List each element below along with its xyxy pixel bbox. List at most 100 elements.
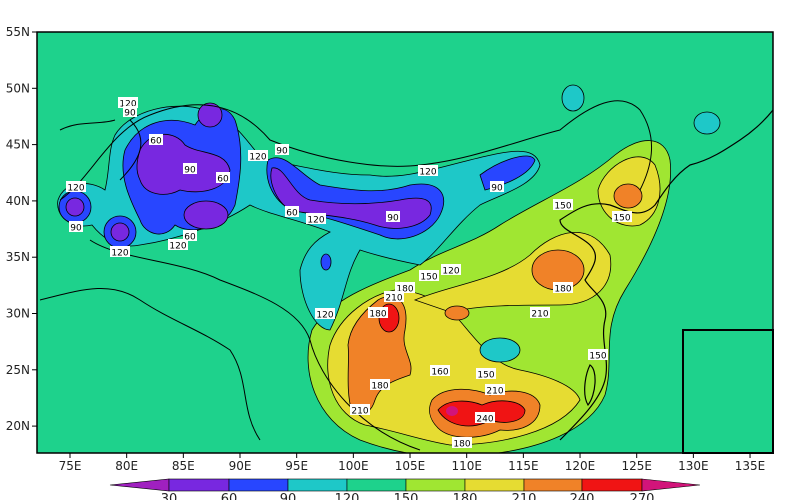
contour-label: 120 [249, 153, 266, 163]
contour-label: 210 [531, 310, 548, 320]
contour-label-bg [530, 307, 550, 318]
colorbar-segment [405, 478, 466, 492]
contour-label: 210 [351, 407, 368, 417]
colorbar-segment [287, 478, 348, 492]
contour-label-bg [370, 379, 390, 390]
contour-label: 180 [371, 382, 388, 392]
colorbar-label: 120 [335, 492, 360, 500]
contour-label: 90 [70, 224, 82, 234]
colorbar-arrow-low [109, 478, 170, 492]
lon-tick-label: 135E [735, 459, 766, 473]
contour-label-bg [350, 404, 370, 415]
lon-tick-label: 125E [621, 459, 652, 473]
contour-label-bg [123, 106, 137, 117]
contour-label-bg [69, 221, 83, 232]
contour-label: 120 [316, 311, 333, 321]
contour-label-bg [553, 199, 573, 210]
lon-tick-label: 120E [565, 459, 596, 473]
border [39, 119, 261, 441]
contour-label: 150 [477, 371, 494, 381]
contour-label: 160 [431, 368, 448, 378]
contour-label-bg [395, 282, 415, 293]
contour-label: 180 [453, 440, 470, 450]
contour-30-60 [183, 200, 229, 230]
contour-label-bg [490, 181, 504, 192]
contour-gt270 [446, 406, 458, 416]
lon-tick-label: 100E [338, 459, 369, 473]
contour-label: 240 [476, 415, 493, 425]
lon-tick-label: 95E [285, 459, 308, 473]
contour-label-bg [285, 206, 299, 217]
lon-tick-label: 75E [59, 459, 82, 473]
contour-label: 150 [554, 202, 571, 212]
contour-label-bg [149, 134, 163, 145]
contour-label-bg [452, 437, 472, 448]
contour-label-bg [183, 230, 197, 241]
contour-label-bg [275, 144, 289, 155]
lon-tick-label: 110E [451, 459, 482, 473]
inset-frame [682, 329, 774, 454]
map-frame [36, 31, 774, 454]
contour-30-60 [65, 197, 85, 217]
contour-label: 60 [184, 233, 196, 243]
colorbar-label: 240 [570, 492, 595, 500]
contour-210-240 [444, 305, 470, 321]
colorbar-label: 30 [161, 492, 178, 500]
contour-label: 180 [396, 285, 413, 295]
contour-90-120 [693, 111, 721, 135]
contour-90-120 [479, 337, 521, 363]
contour-label: 60 [286, 209, 298, 219]
lon-tick-label: 85E [172, 459, 195, 473]
colorbar-arrow-high [641, 478, 701, 492]
contour-label-bg [485, 384, 505, 395]
contour-label-bg [248, 150, 268, 161]
contour-label-bg [168, 239, 188, 250]
contour-label-bg [368, 307, 388, 318]
contour-label-bg [183, 163, 197, 174]
contour-label-bg [386, 211, 400, 222]
contour-label-bg [441, 264, 461, 275]
contour-label: 120 [67, 184, 84, 194]
contour-label: 120 [442, 267, 459, 277]
contour-label-bg [476, 368, 496, 379]
contour-90-120 [561, 84, 585, 112]
colorbar-label: 270 [630, 492, 655, 500]
contour-label-bg [384, 291, 404, 302]
colorbar-segment [346, 478, 407, 492]
contour-label: 150 [420, 273, 437, 283]
contour-label: 210 [385, 294, 402, 304]
colorbar-segment [464, 478, 525, 492]
contour-label: 120 [419, 168, 436, 178]
contour-label: 90 [491, 184, 503, 194]
contour-label: 60 [217, 175, 229, 185]
lat-tick-label: 35N [6, 250, 30, 264]
contour-label: 120 [307, 216, 324, 226]
lat-tick-label: 50N [6, 81, 30, 95]
lat-tick-label: 45N [6, 138, 30, 152]
contour-label: 150 [589, 352, 606, 362]
contour-label-bg [418, 165, 438, 176]
contour-label-bg [553, 282, 573, 293]
contour-label-bg [110, 246, 130, 257]
contour-210-240 [613, 183, 643, 209]
colorbar-label: 210 [512, 492, 537, 500]
lon-tick-label: 80E [115, 459, 138, 473]
lat-tick-label: 25N [6, 363, 30, 377]
contour-label: 120 [111, 249, 128, 259]
contour-label-bg [315, 308, 335, 319]
contour-label-bg [419, 270, 439, 281]
contour-label: 150 [613, 214, 630, 224]
colorbar-label: 90 [280, 492, 297, 500]
lat-tick-label: 40N [6, 194, 30, 208]
contour-label-bg [588, 349, 608, 360]
contour-label: 180 [369, 310, 386, 320]
contour-60-90 [320, 253, 332, 271]
contour-label: 120 [119, 100, 136, 110]
lon-tick-label: 130E [678, 459, 709, 473]
contour-label: 120 [169, 242, 186, 252]
contour-label-bg [66, 181, 86, 192]
contour-label-bg [216, 172, 230, 183]
contour-label-bg [612, 211, 632, 222]
colorbar-label: 150 [394, 492, 419, 500]
